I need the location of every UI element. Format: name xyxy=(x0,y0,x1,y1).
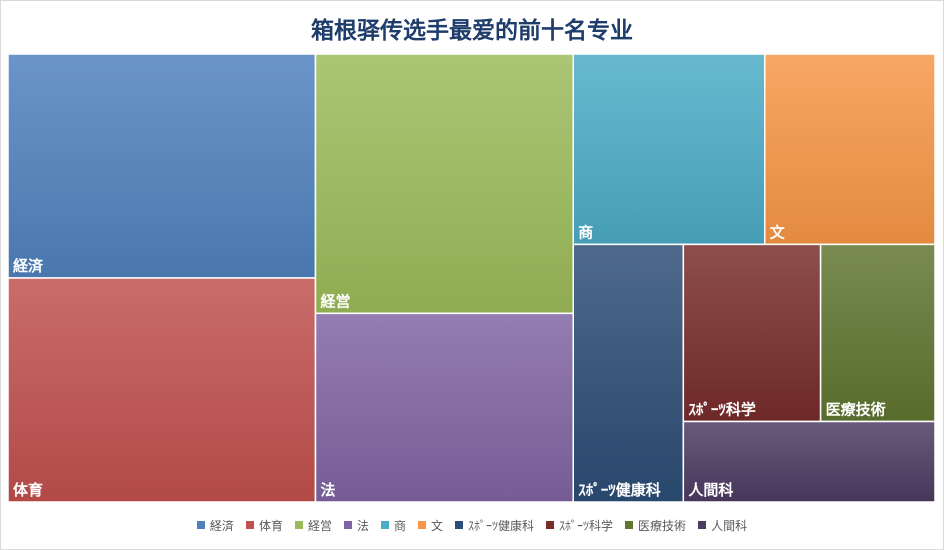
chart-title: 箱根驿传选手最爱的前十名专业 xyxy=(311,18,633,44)
treemap-cell-4 xyxy=(314,312,574,502)
legend-item-10: 人間科 xyxy=(698,517,747,534)
treemap-label-8: ｽﾎﾟｰﾂ科学 xyxy=(688,401,756,419)
treemap-cell-10 xyxy=(682,420,935,502)
legend-label-4: 法 xyxy=(356,518,369,533)
legend-item-1: 経済 xyxy=(196,517,234,534)
treemap-cell-2 xyxy=(8,277,317,502)
treemap-cell-5 xyxy=(572,54,766,246)
treemap-label-7: ｽﾎﾟｰﾂ健康科 xyxy=(578,481,661,499)
legend-label-7: ｽﾎﾟｰﾂ健康科 xyxy=(468,518,535,533)
treemap-label-6: 文 xyxy=(770,223,786,241)
treemap-label-4: 法 xyxy=(320,481,335,499)
legend-label-8: ｽﾎﾟｰﾂ科学 xyxy=(559,518,614,533)
legend-item-7: ｽﾎﾟｰﾂ健康科 xyxy=(455,517,534,534)
treemap-cell-9 xyxy=(819,243,935,423)
treemap-cell-3 xyxy=(314,54,574,315)
legend-label-6: 文 xyxy=(431,518,444,533)
legend-swatch-3 xyxy=(294,521,303,529)
legend-swatch-1 xyxy=(196,521,205,529)
legend-item-9: 医療技術 xyxy=(625,517,686,534)
legend-item-4: 法 xyxy=(343,517,369,534)
legend-swatch-5 xyxy=(380,521,389,529)
treemap-label-1: 経済 xyxy=(13,257,44,275)
treemap-label-9: 医療技術 xyxy=(826,401,886,419)
legend-item-3: 経営 xyxy=(294,517,332,534)
legend-label-10: 人間科 xyxy=(711,518,748,533)
legend-label-2: 体育 xyxy=(258,518,283,533)
legend-swatch-2 xyxy=(245,521,254,529)
treemap-cell-6 xyxy=(764,54,935,246)
legend-swatch-9 xyxy=(625,521,634,529)
treemap-cell-1 xyxy=(8,54,317,279)
legend-swatch-4 xyxy=(343,521,352,529)
legend-label-5: 商 xyxy=(393,518,406,533)
legend-label-1: 経済 xyxy=(209,518,234,533)
treemap-label-5: 商 xyxy=(578,223,593,241)
legend-label-9: 医療技術 xyxy=(638,518,687,533)
treemap-label-10: 人間科 xyxy=(688,481,733,499)
legend-swatch-6 xyxy=(418,521,426,529)
treemap-cell-8 xyxy=(682,243,822,423)
legend-item-8: ｽﾎﾟｰﾂ科学 xyxy=(546,517,613,534)
legend-item-6: 文 xyxy=(418,517,443,534)
legend-swatch-7 xyxy=(455,521,464,529)
legend-swatch-10 xyxy=(698,521,707,529)
legend-item-5: 商 xyxy=(380,517,406,534)
legend-swatch-8 xyxy=(546,521,555,529)
treemap-label-3: 経営 xyxy=(320,292,350,310)
treemap-cell-7 xyxy=(572,243,685,502)
legend-label-3: 経営 xyxy=(307,518,332,533)
chart-legend: 経済 体育 経営 法 商 文 ｽﾎﾟｰﾂ健康科 ｽﾎﾟｰﾂ科学 医療技術 人間科 xyxy=(1,516,943,534)
legend-item-2: 体育 xyxy=(245,517,283,534)
treemap-label-2: 体育 xyxy=(13,481,43,499)
